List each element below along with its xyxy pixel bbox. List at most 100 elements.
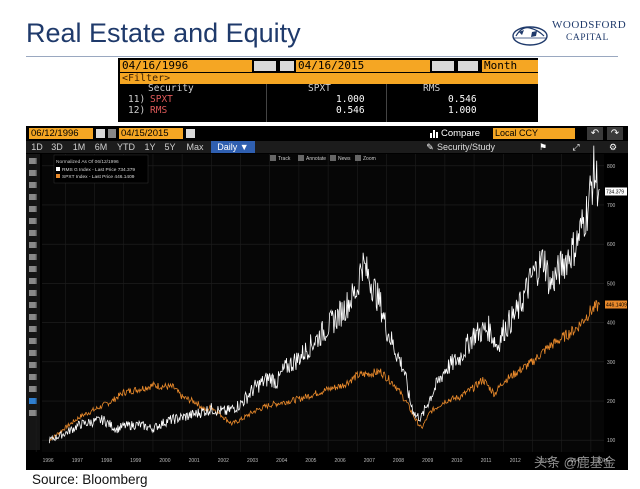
tab-1m[interactable]: 1M	[72, 142, 86, 152]
pencil-icon[interactable]: ✎	[426, 142, 434, 152]
x-tick-label: 2002	[218, 458, 229, 464]
spxt-last-value-label-tag	[605, 300, 627, 309]
magnet-tool-icon[interactable]	[29, 386, 37, 392]
row-value: 1.000	[448, 105, 477, 116]
y-tick-label: 500	[607, 281, 616, 287]
slide-title: Real Estate and Equity	[26, 18, 301, 48]
pitchfork-tool-icon[interactable]	[29, 290, 37, 296]
row-number: 11)	[128, 94, 146, 105]
text-tool-icon[interactable]	[29, 182, 37, 188]
chart-tool-icon	[355, 155, 361, 161]
compare-label: Compare	[441, 128, 481, 139]
legend-swatch	[56, 167, 60, 171]
y-tick-label: 200	[607, 399, 616, 405]
y-tick-label: 800	[607, 164, 616, 170]
globe-logo-icon	[512, 26, 548, 46]
x-tick-label: 2014	[568, 458, 579, 464]
chart-start-date[interactable]: 06/12/1996	[29, 128, 93, 139]
delete-tool-icon[interactable]	[29, 410, 37, 416]
tab-1y[interactable]: 1Y	[144, 142, 156, 152]
tab-5y[interactable]: 5Y	[164, 142, 176, 152]
tab-6m[interactable]: 6M	[94, 142, 108, 152]
channel-tool-icon[interactable]	[29, 206, 37, 212]
brush-tool-icon[interactable]	[29, 254, 37, 260]
flag-icon[interactable]: ⚑	[538, 142, 548, 152]
plot-area	[42, 154, 604, 452]
period-select[interactable]: Month	[482, 60, 538, 72]
expand-icon[interactable]: ⤢	[572, 142, 580, 152]
y-tick-label: 600	[607, 242, 616, 248]
y-tick-label: 700	[607, 203, 616, 209]
redo-icon[interactable]: ↷	[607, 127, 623, 140]
x-tick-label: 2012	[510, 458, 521, 464]
row-value: 0.546	[448, 94, 477, 105]
tab-3d[interactable]: 3D	[51, 142, 63, 152]
price-chart-panel: 06/12/1996 04/15/2015 Compare Local CCY …	[26, 126, 628, 470]
arrow-tool-icon[interactable]	[29, 194, 37, 200]
tab-ytd[interactable]: YTD	[117, 142, 135, 152]
fib-tool-icon[interactable]	[29, 218, 37, 224]
x-tick-label: 2010	[451, 458, 462, 464]
calendar-icon[interactable]	[254, 61, 276, 71]
security-study-button[interactable]: Security/Study	[437, 142, 496, 152]
undo-icon[interactable]: ↶	[587, 127, 603, 140]
cursor-tool-icon[interactable]	[29, 158, 37, 164]
hline-tool-icon[interactable]	[29, 326, 37, 332]
trend-tool-icon[interactable]	[29, 278, 37, 284]
settings-icon[interactable]: ⚙	[608, 142, 618, 152]
start-date-field[interactable]: 04/16/1996	[120, 60, 252, 72]
correlation-panel: 04/16/1996 04/16/2015 Month <Filter> Sec…	[118, 58, 538, 122]
tab-max[interactable]: Max	[186, 142, 204, 152]
vline-tool-icon[interactable]	[29, 338, 37, 344]
calendar-icon[interactable]	[96, 129, 105, 138]
legend-heading: Normalized As Of 06/12/1996	[56, 159, 119, 165]
logo-name: WOODSFORD	[552, 19, 627, 31]
chart-tool-label: Annotate	[306, 156, 326, 162]
rectangle-tool-icon[interactable]	[29, 230, 37, 236]
lock-tool-icon[interactable]	[29, 374, 37, 380]
rms-last-value-label-tag	[605, 187, 627, 196]
calendar-icon[interactable]	[432, 61, 454, 71]
chart-tool-label: Zoom	[363, 156, 376, 162]
x-tick-label: 2001	[189, 458, 200, 464]
measure-tool-icon[interactable]	[29, 266, 37, 272]
x-tick-label: 2000	[159, 458, 170, 464]
chart-tool-icon	[330, 155, 336, 161]
eraser-tool-icon[interactable]	[29, 362, 37, 368]
tab-daily[interactable]: Daily ▼	[211, 141, 255, 153]
calendar-icon[interactable]	[186, 129, 195, 138]
x-tick-label: 2015	[597, 458, 608, 464]
row-security[interactable]: SPXT	[150, 94, 173, 105]
chart-end-date[interactable]: 04/15/2015	[119, 128, 183, 139]
ellipse-tool-icon[interactable]	[29, 242, 37, 248]
row-security[interactable]: RMS	[150, 105, 168, 116]
date-separator	[280, 61, 294, 71]
rms-series-line	[48, 145, 600, 444]
color-tool-icon[interactable]	[29, 398, 37, 404]
drawing-tools-sidebar	[26, 154, 40, 450]
price-chart: 100 200 300 400 500 600 700 800 1996 1997 1998 1999…	[35, 145, 627, 464]
x-tick-label: 2013	[539, 458, 550, 464]
end-date-field[interactable]: 04/16/2015	[296, 60, 430, 72]
gann-tool-icon[interactable]	[29, 302, 37, 308]
column-divider	[386, 84, 387, 122]
dropdown-icon[interactable]	[458, 61, 478, 71]
title-divider	[26, 56, 618, 57]
tab-1d[interactable]: 1D	[31, 142, 43, 152]
filter-field[interactable]: <Filter>	[120, 73, 538, 84]
cycle-tool-icon[interactable]	[29, 314, 37, 320]
header-rms: RMS	[423, 83, 441, 94]
rms-last-value-label: 734.379	[606, 189, 624, 195]
legend-entry: RMS G Index - Last Price 734.379	[62, 167, 135, 173]
legend-swatch	[56, 174, 60, 178]
x-tick-label: 2005	[305, 458, 316, 464]
x-tick-label: 2004	[276, 458, 287, 464]
currency-select[interactable]: Local CCY	[493, 128, 575, 139]
source-note: Source: Bloomberg	[32, 472, 148, 487]
header-spxt: SPXT	[308, 83, 331, 94]
y-tick-label: 100	[607, 438, 616, 444]
zoom-tool-icon[interactable]	[29, 350, 37, 356]
x-tick-label: 1999	[130, 458, 141, 464]
line-tool-icon[interactable]	[29, 170, 37, 176]
x-tick-label: 2011	[481, 458, 492, 464]
